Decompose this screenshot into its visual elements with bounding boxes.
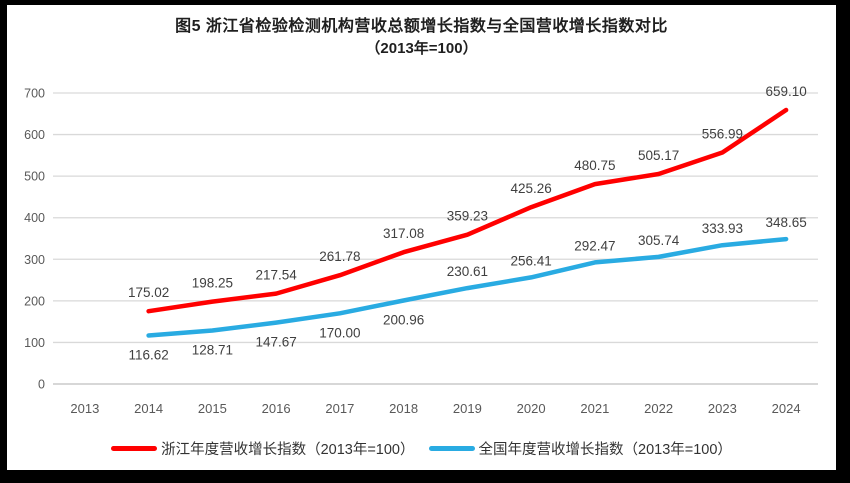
y-axis-tick-label: 100 [24, 336, 45, 350]
data-label-series-0: 261.78 [319, 249, 360, 264]
data-label-series-1: 230.61 [447, 264, 488, 279]
x-axis-tick-label: 2018 [389, 401, 418, 416]
x-axis-tick-label: 2019 [453, 401, 482, 416]
data-label-series-1: 147.67 [255, 335, 296, 350]
data-label-series-1: 348.65 [765, 215, 806, 230]
legend-label-zhejiang: 浙江年度营收增长指数（2013年=100） [161, 442, 415, 458]
chart-subtitle: （2013年=100） [365, 40, 478, 57]
y-axis-tick-label: 400 [24, 211, 45, 225]
x-axis-tick-label: 2014 [134, 401, 163, 416]
legend-item-zhejiang: 浙江年度营收增长指数（2013年=100） [111, 438, 415, 459]
data-label-series-1: 116.62 [128, 348, 168, 363]
chart-canvas: 图5 浙江省检验检测机构营收总额增长指数与全国营收增长指数对比 （2013年=1… [7, 5, 836, 470]
x-axis-tick-label: 2017 [325, 401, 354, 416]
line-chart-plot: 0 100 200 300 400 500 600 700 2013 2014 2015 2016 20… [24, 84, 818, 416]
x-axis-tick-label: 2022 [644, 401, 673, 416]
series-line-1 [146, 236, 789, 338]
data-label-series-0: 359.23 [447, 209, 488, 224]
data-label-series-1: 128.71 [192, 342, 233, 357]
data-label-series-0: 505.17 [638, 148, 679, 163]
x-axis-tick-label: 2015 [198, 401, 227, 416]
chart-legend: 浙江年度营收增长指数（2013年=100） 全国年度营收增长指数（2013年=1… [7, 438, 836, 459]
data-label-series-0: 198.25 [192, 276, 233, 291]
x-axis-tick-label: 2013 [70, 401, 99, 416]
data-label-series-0: 317.08 [383, 226, 424, 241]
y-axis-tick-label: 0 [38, 378, 45, 392]
data-label-series-1: 256.41 [510, 253, 551, 268]
data-label-series-0: 425.26 [510, 181, 551, 196]
data-label-series-1: 200.96 [383, 312, 424, 327]
data-label-series-1: 305.74 [638, 233, 680, 248]
data-label-series-0: 556.99 [702, 126, 743, 141]
series-line-0 [146, 107, 789, 314]
y-axis-tick-label: 600 [24, 128, 45, 142]
y-axis-tick-label: 500 [24, 170, 45, 184]
legend-label-national: 全国年度营收增长指数（2013年=100） [478, 442, 732, 458]
zhejiang-series-swatch-icon [111, 446, 158, 451]
x-axis-tick-label: 2021 [580, 401, 609, 416]
y-axis-tick-label: 300 [24, 253, 45, 267]
national-series-swatch-icon [428, 446, 475, 451]
y-axis-tick-label: 200 [24, 294, 45, 308]
x-axis-tick-label: 2024 [772, 401, 801, 416]
x-axis-tick-label: 2016 [262, 401, 291, 416]
chart-title-block: 图5 浙江省检验检测机构营收总额增长指数与全国营收增长指数对比 （2013年=1… [7, 16, 836, 59]
chart-title: 图5 浙江省检验检测机构营收总额增长指数与全国营收增长指数对比 [175, 18, 668, 35]
x-axis-tick-label: 2023 [708, 401, 737, 416]
data-label-series-0: 175.02 [128, 285, 169, 300]
data-label-series-0: 480.75 [574, 158, 615, 173]
y-axis-tick-label: 700 [24, 87, 45, 101]
data-label-series-1: 170.00 [319, 325, 360, 340]
x-axis-tick-label: 2020 [517, 401, 546, 416]
data-label-series-0: 217.54 [255, 268, 297, 283]
legend-item-national: 全国年度营收增长指数（2013年=100） [428, 438, 732, 459]
data-label-series-1: 333.93 [702, 221, 743, 236]
data-label-series-1: 292.47 [574, 238, 615, 253]
data-label-series-0: 659.10 [765, 84, 806, 99]
